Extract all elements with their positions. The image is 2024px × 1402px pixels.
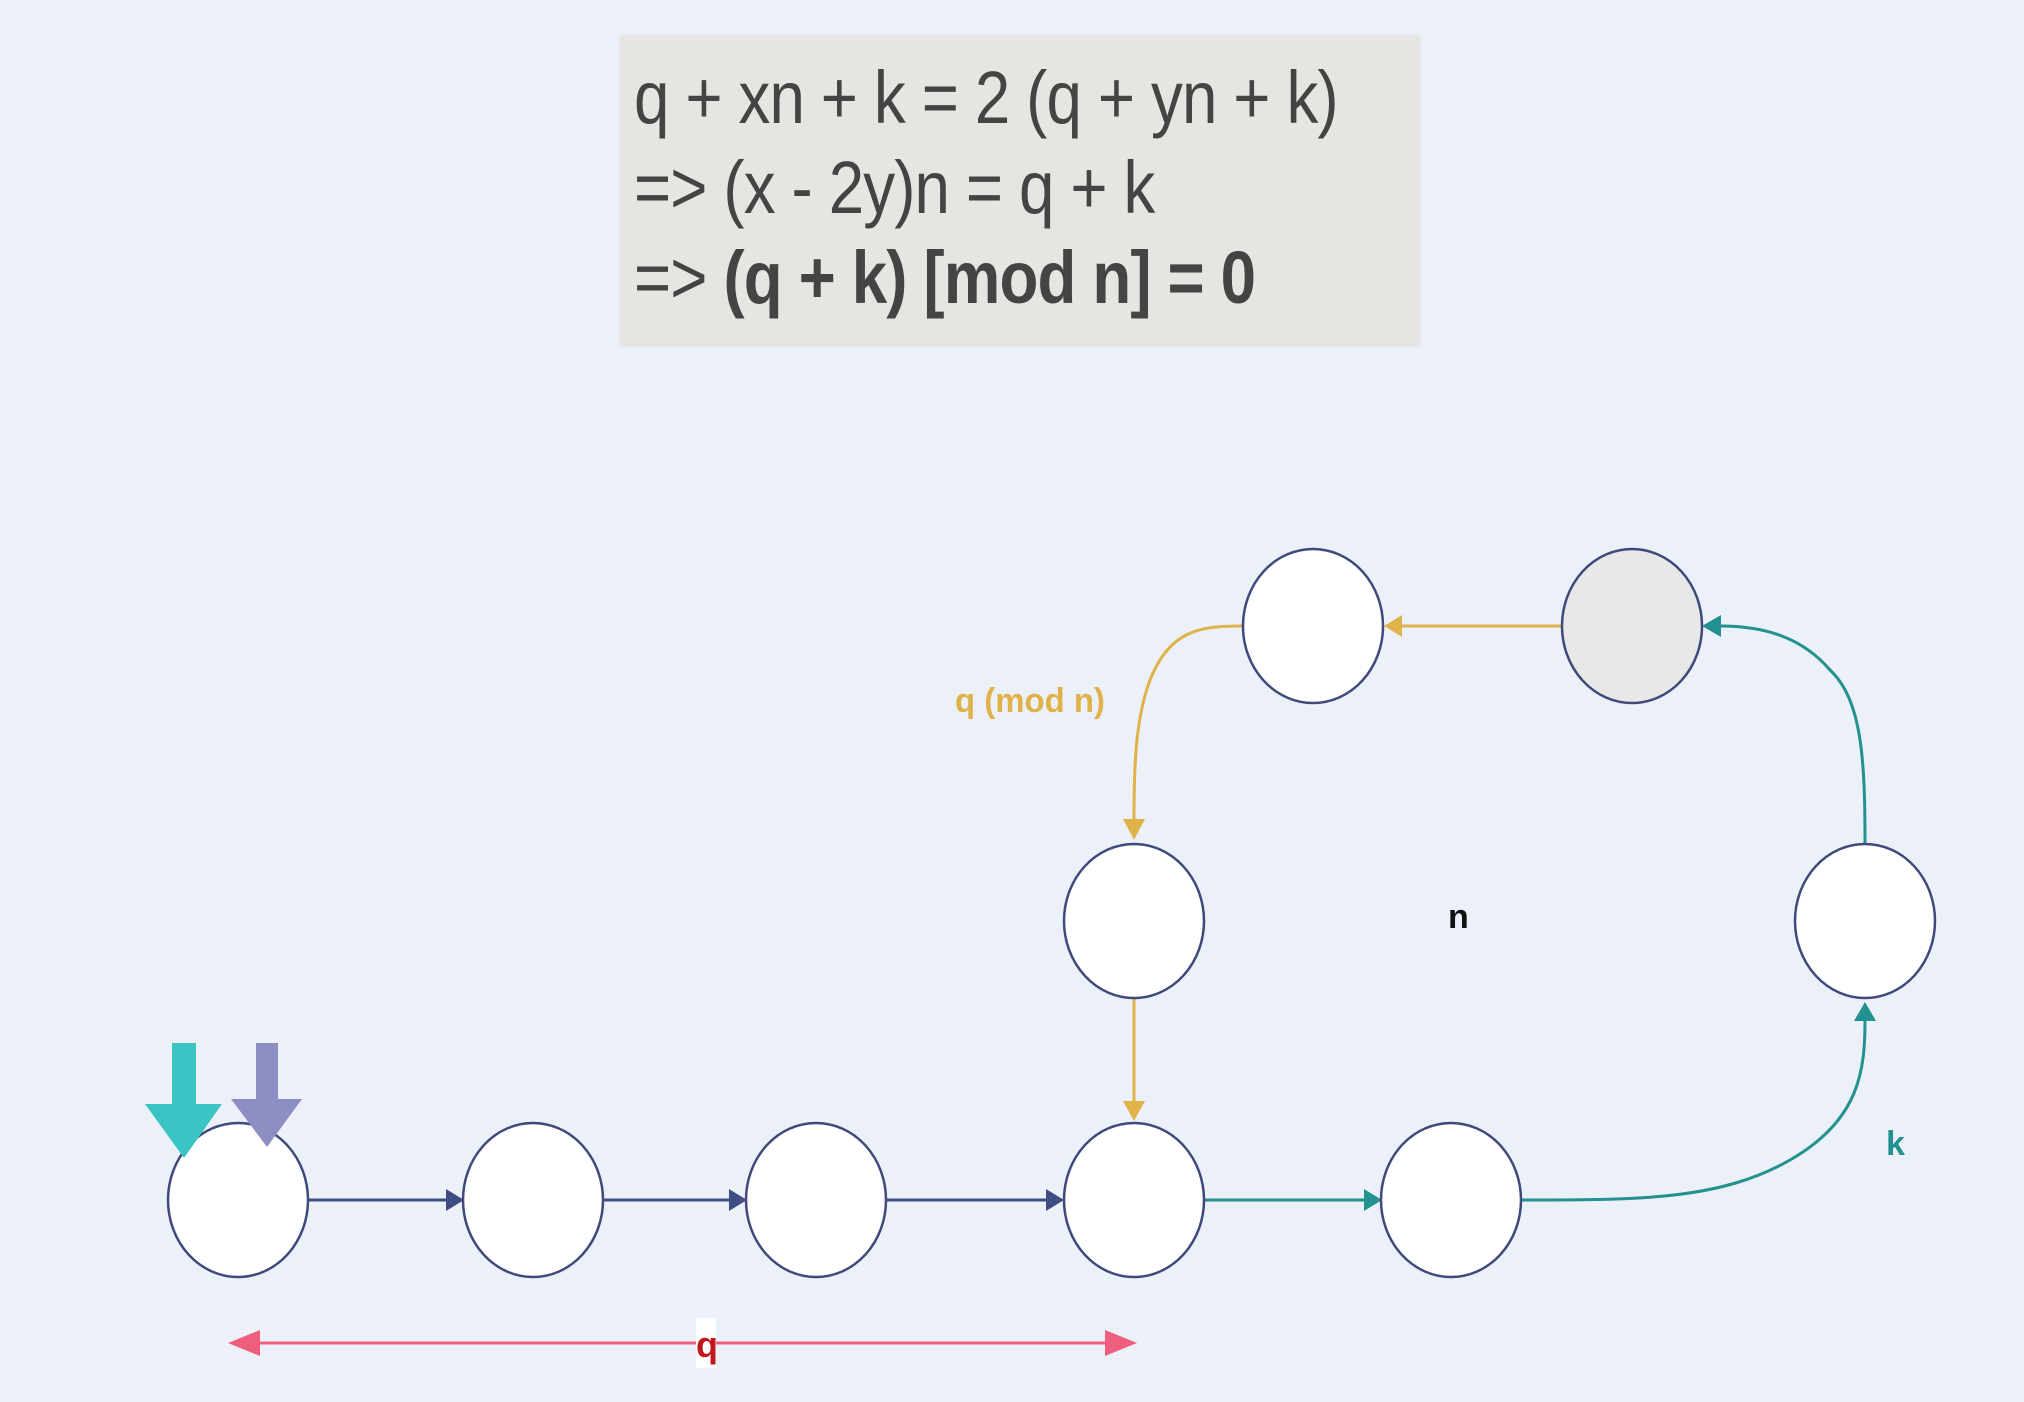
formula-line-3-result: (q + k) [mod n] = 0	[723, 236, 1256, 319]
edge-k-1-head	[1364, 1189, 1382, 1211]
edge-k-3	[1719, 624, 1867, 844]
edge-tail-1-head	[446, 1189, 464, 1211]
formula-line-1: q + xn + k = 2 (q + yn + k)	[634, 56, 1339, 139]
q-measure-left-head	[228, 1330, 260, 1356]
edge-mod-1-head	[1384, 615, 1402, 637]
slow-pointer-arrow-down-icon	[231, 1043, 302, 1147]
formula-line-3: => (q + k) [mod n] = 0	[634, 236, 1256, 320]
edge-k-2-head	[1854, 1002, 1876, 1021]
edge-mod-3-head	[1123, 1101, 1145, 1121]
label-k: k	[1886, 1125, 1905, 1163]
q-measure-right-head	[1105, 1330, 1137, 1356]
edge-tail-3-head	[1046, 1189, 1064, 1211]
list-node	[1379, 1121, 1523, 1279]
list-node	[1062, 842, 1206, 1000]
edge-mod-2	[1132, 624, 1243, 821]
meeting-node	[1560, 547, 1704, 705]
edge-k-2	[1521, 1019, 1867, 1202]
fast-pointer-arrow-down-icon	[145, 1043, 222, 1158]
formula-line-3-prefix: =>	[634, 236, 724, 319]
list-node	[1793, 842, 1937, 1000]
edge-tail-2-head	[729, 1189, 747, 1211]
edge-k-3-head	[1702, 615, 1721, 637]
formula-line-2: => (x - 2y)n = q + k	[634, 146, 1155, 229]
label-q: q	[696, 1324, 718, 1365]
list-node	[461, 1121, 605, 1279]
label-q-mod-n: q (mod n)	[955, 682, 1105, 720]
list-node	[166, 1121, 310, 1279]
label-n: n	[1448, 898, 1469, 936]
q-label-bg	[696, 1318, 716, 1368]
list-node	[1241, 547, 1385, 705]
formula-box: q + xn + k = 2 (q + yn + k) => (x - 2y)n…	[620, 36, 1420, 346]
edge-mod-2-head	[1123, 819, 1145, 840]
list-node	[744, 1121, 888, 1279]
cycle-entry-node	[1062, 1121, 1206, 1279]
